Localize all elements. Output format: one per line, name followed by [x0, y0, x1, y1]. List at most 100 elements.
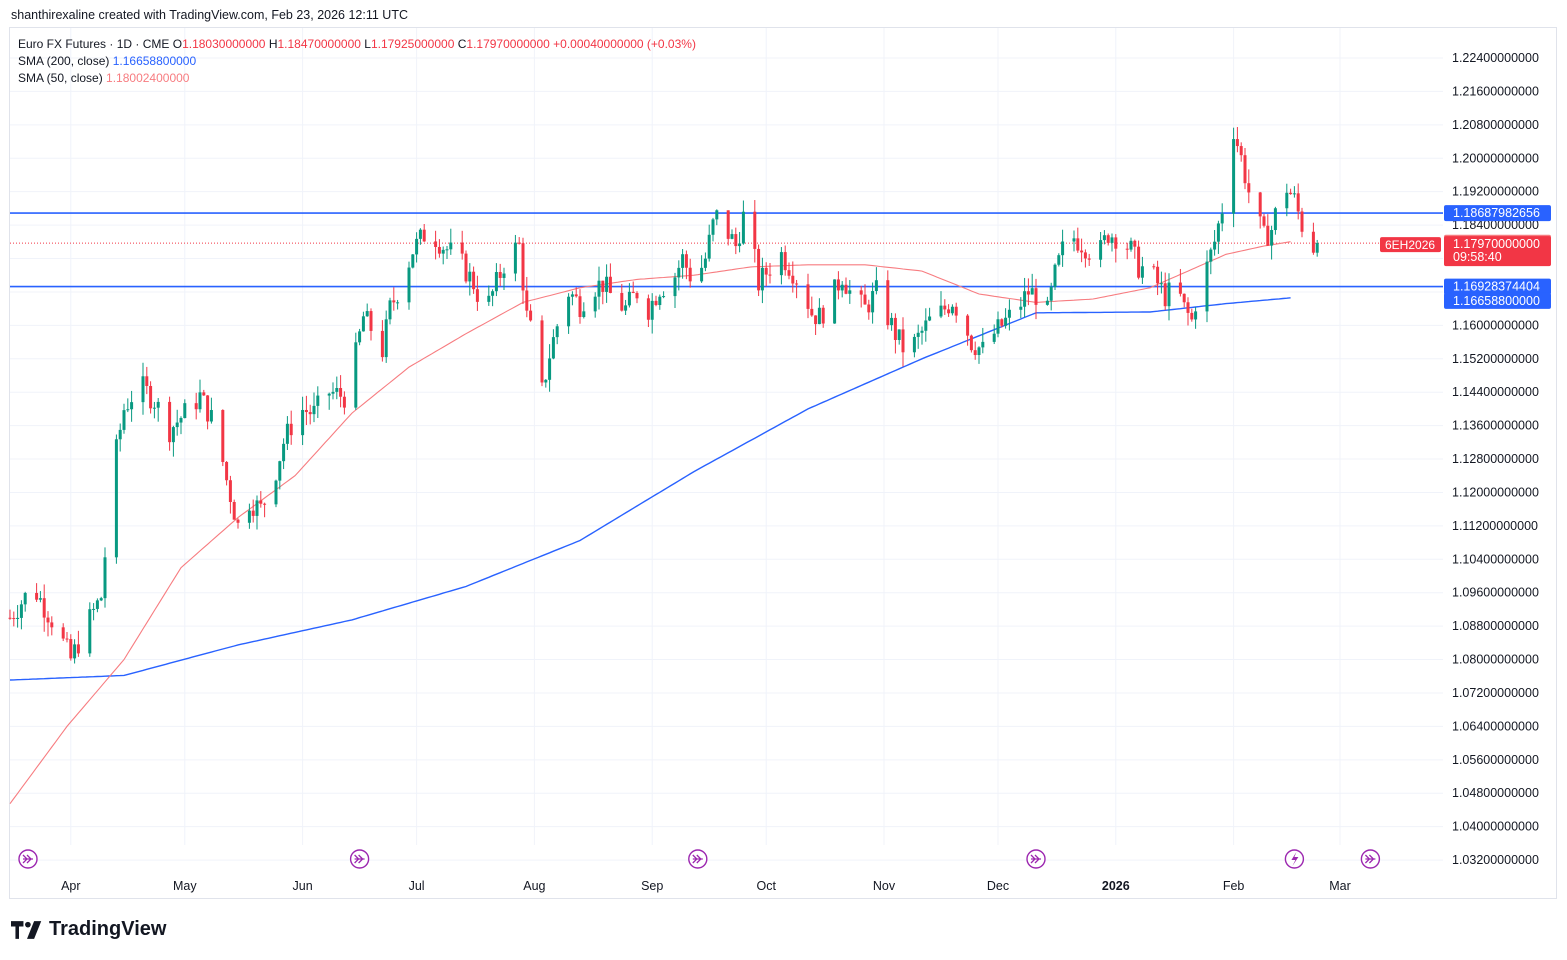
legend-change: +0.00040000000 (+0.03%) [553, 37, 696, 51]
event-arrow-icon[interactable] [688, 849, 708, 869]
candle-body [795, 283, 799, 285]
x-tick-label: Oct [756, 879, 776, 893]
legend-symbol: Euro FX Futures · 1D · CME [18, 37, 170, 51]
candle-body [1194, 311, 1198, 320]
candle-body [1114, 237, 1118, 249]
candle-body [494, 272, 498, 292]
candle-body [859, 290, 863, 295]
candle-body [1159, 283, 1163, 285]
candle-body [407, 267, 411, 303]
event-arrow-icon[interactable] [18, 849, 38, 869]
candle-body [1292, 193, 1296, 195]
candle-body [627, 291, 631, 306]
candle-body [574, 294, 578, 297]
candle-body [418, 229, 422, 239]
candle-body [703, 258, 707, 268]
candle-body [103, 557, 107, 599]
candle-body [836, 279, 840, 291]
candle-body [38, 598, 42, 600]
candle-body [977, 347, 981, 356]
legend-sma50-row[interactable]: SMA (50, close) 1.18002400000 [18, 70, 696, 87]
y-tick-label: 1.04800000000 [1452, 786, 1539, 800]
y-tick-label: 1.08000000000 [1452, 653, 1539, 667]
candle-body [1289, 192, 1293, 195]
candle-body [947, 309, 951, 314]
brand-name: TradingView [49, 918, 167, 940]
legend-sma200-row[interactable]: SMA (200, close) 1.16658800000 [18, 53, 696, 70]
candle-body [1053, 264, 1057, 287]
candle-body [1213, 241, 1217, 250]
candle-body [88, 609, 92, 654]
candle-body [278, 461, 282, 481]
candle-body [916, 332, 920, 337]
candle-body [567, 296, 571, 327]
candle-body [126, 409, 130, 411]
candle-body [863, 294, 867, 305]
event-arrow-icon[interactable] [349, 849, 370, 869]
chart-frame [9, 27, 1557, 899]
candle-body [171, 427, 175, 443]
candle-body [475, 289, 479, 302]
x-tick-label: Sep [641, 879, 663, 893]
candle-body [730, 234, 734, 239]
candle-body [593, 296, 597, 312]
event-arrow-icon[interactable] [1026, 849, 1046, 869]
candle-body [840, 284, 844, 291]
candle-body [901, 329, 905, 353]
y-tick-label: 1.06400000000 [1452, 719, 1539, 733]
x-tick-label: Nov [873, 879, 896, 893]
candle-body [194, 403, 198, 410]
candle-body [1057, 255, 1061, 265]
candle-body [1262, 216, 1266, 226]
event-arrow-icon[interactable] [1360, 849, 1381, 869]
candle-body [658, 296, 662, 306]
candle-body [817, 307, 821, 325]
y-tick-label: 1.12000000000 [1452, 485, 1539, 499]
candle-body [833, 279, 837, 324]
legend-open: 1.18030000000 [182, 37, 266, 51]
candle-body [228, 480, 232, 503]
candle-body [646, 298, 650, 320]
candle-body [867, 304, 871, 313]
candle-body [1152, 266, 1156, 268]
candle-body [301, 409, 305, 436]
candle-body [551, 337, 555, 359]
legend-close: 1.17970000000 [466, 37, 550, 51]
candle-body [449, 242, 453, 250]
level-lower-tag: 1.16928374404 [1453, 280, 1540, 294]
candle-body [247, 510, 251, 523]
candle-body [608, 276, 612, 293]
candle-body [304, 409, 308, 413]
candle-body [1273, 208, 1277, 231]
candle-body [61, 627, 65, 639]
candle-body [677, 267, 681, 278]
candle-body [1186, 302, 1190, 313]
candle-body [578, 296, 582, 318]
candle-body [99, 598, 103, 601]
candle-body [437, 246, 441, 254]
y-tick-label: 1.16000000000 [1452, 318, 1539, 332]
candle-body [114, 439, 118, 558]
level-lower-tag-bg [1444, 278, 1551, 295]
candle-body [597, 280, 601, 297]
sma200-price-tag-bg [1444, 292, 1551, 309]
tradingview-brand[interactable]: TradingView [11, 918, 166, 941]
candle-body [981, 341, 985, 348]
candle-body [282, 443, 286, 462]
candle-body [95, 600, 99, 609]
candle-body [1270, 230, 1274, 246]
candle-body [1315, 243, 1319, 253]
countdown-tag: 09:58:40 [1453, 250, 1502, 264]
arrow-glyph [354, 854, 365, 864]
candle-body [1137, 246, 1141, 278]
event-bolt-icon[interactable] [1284, 849, 1305, 869]
last-price-tag-bg [1444, 236, 1551, 267]
candle-body [681, 254, 685, 268]
candle-body [380, 330, 384, 358]
candle-body [122, 410, 126, 430]
candle-body [141, 376, 145, 403]
candle-body [415, 238, 419, 255]
arrow-glyph [692, 854, 703, 864]
candle-body [631, 291, 635, 293]
